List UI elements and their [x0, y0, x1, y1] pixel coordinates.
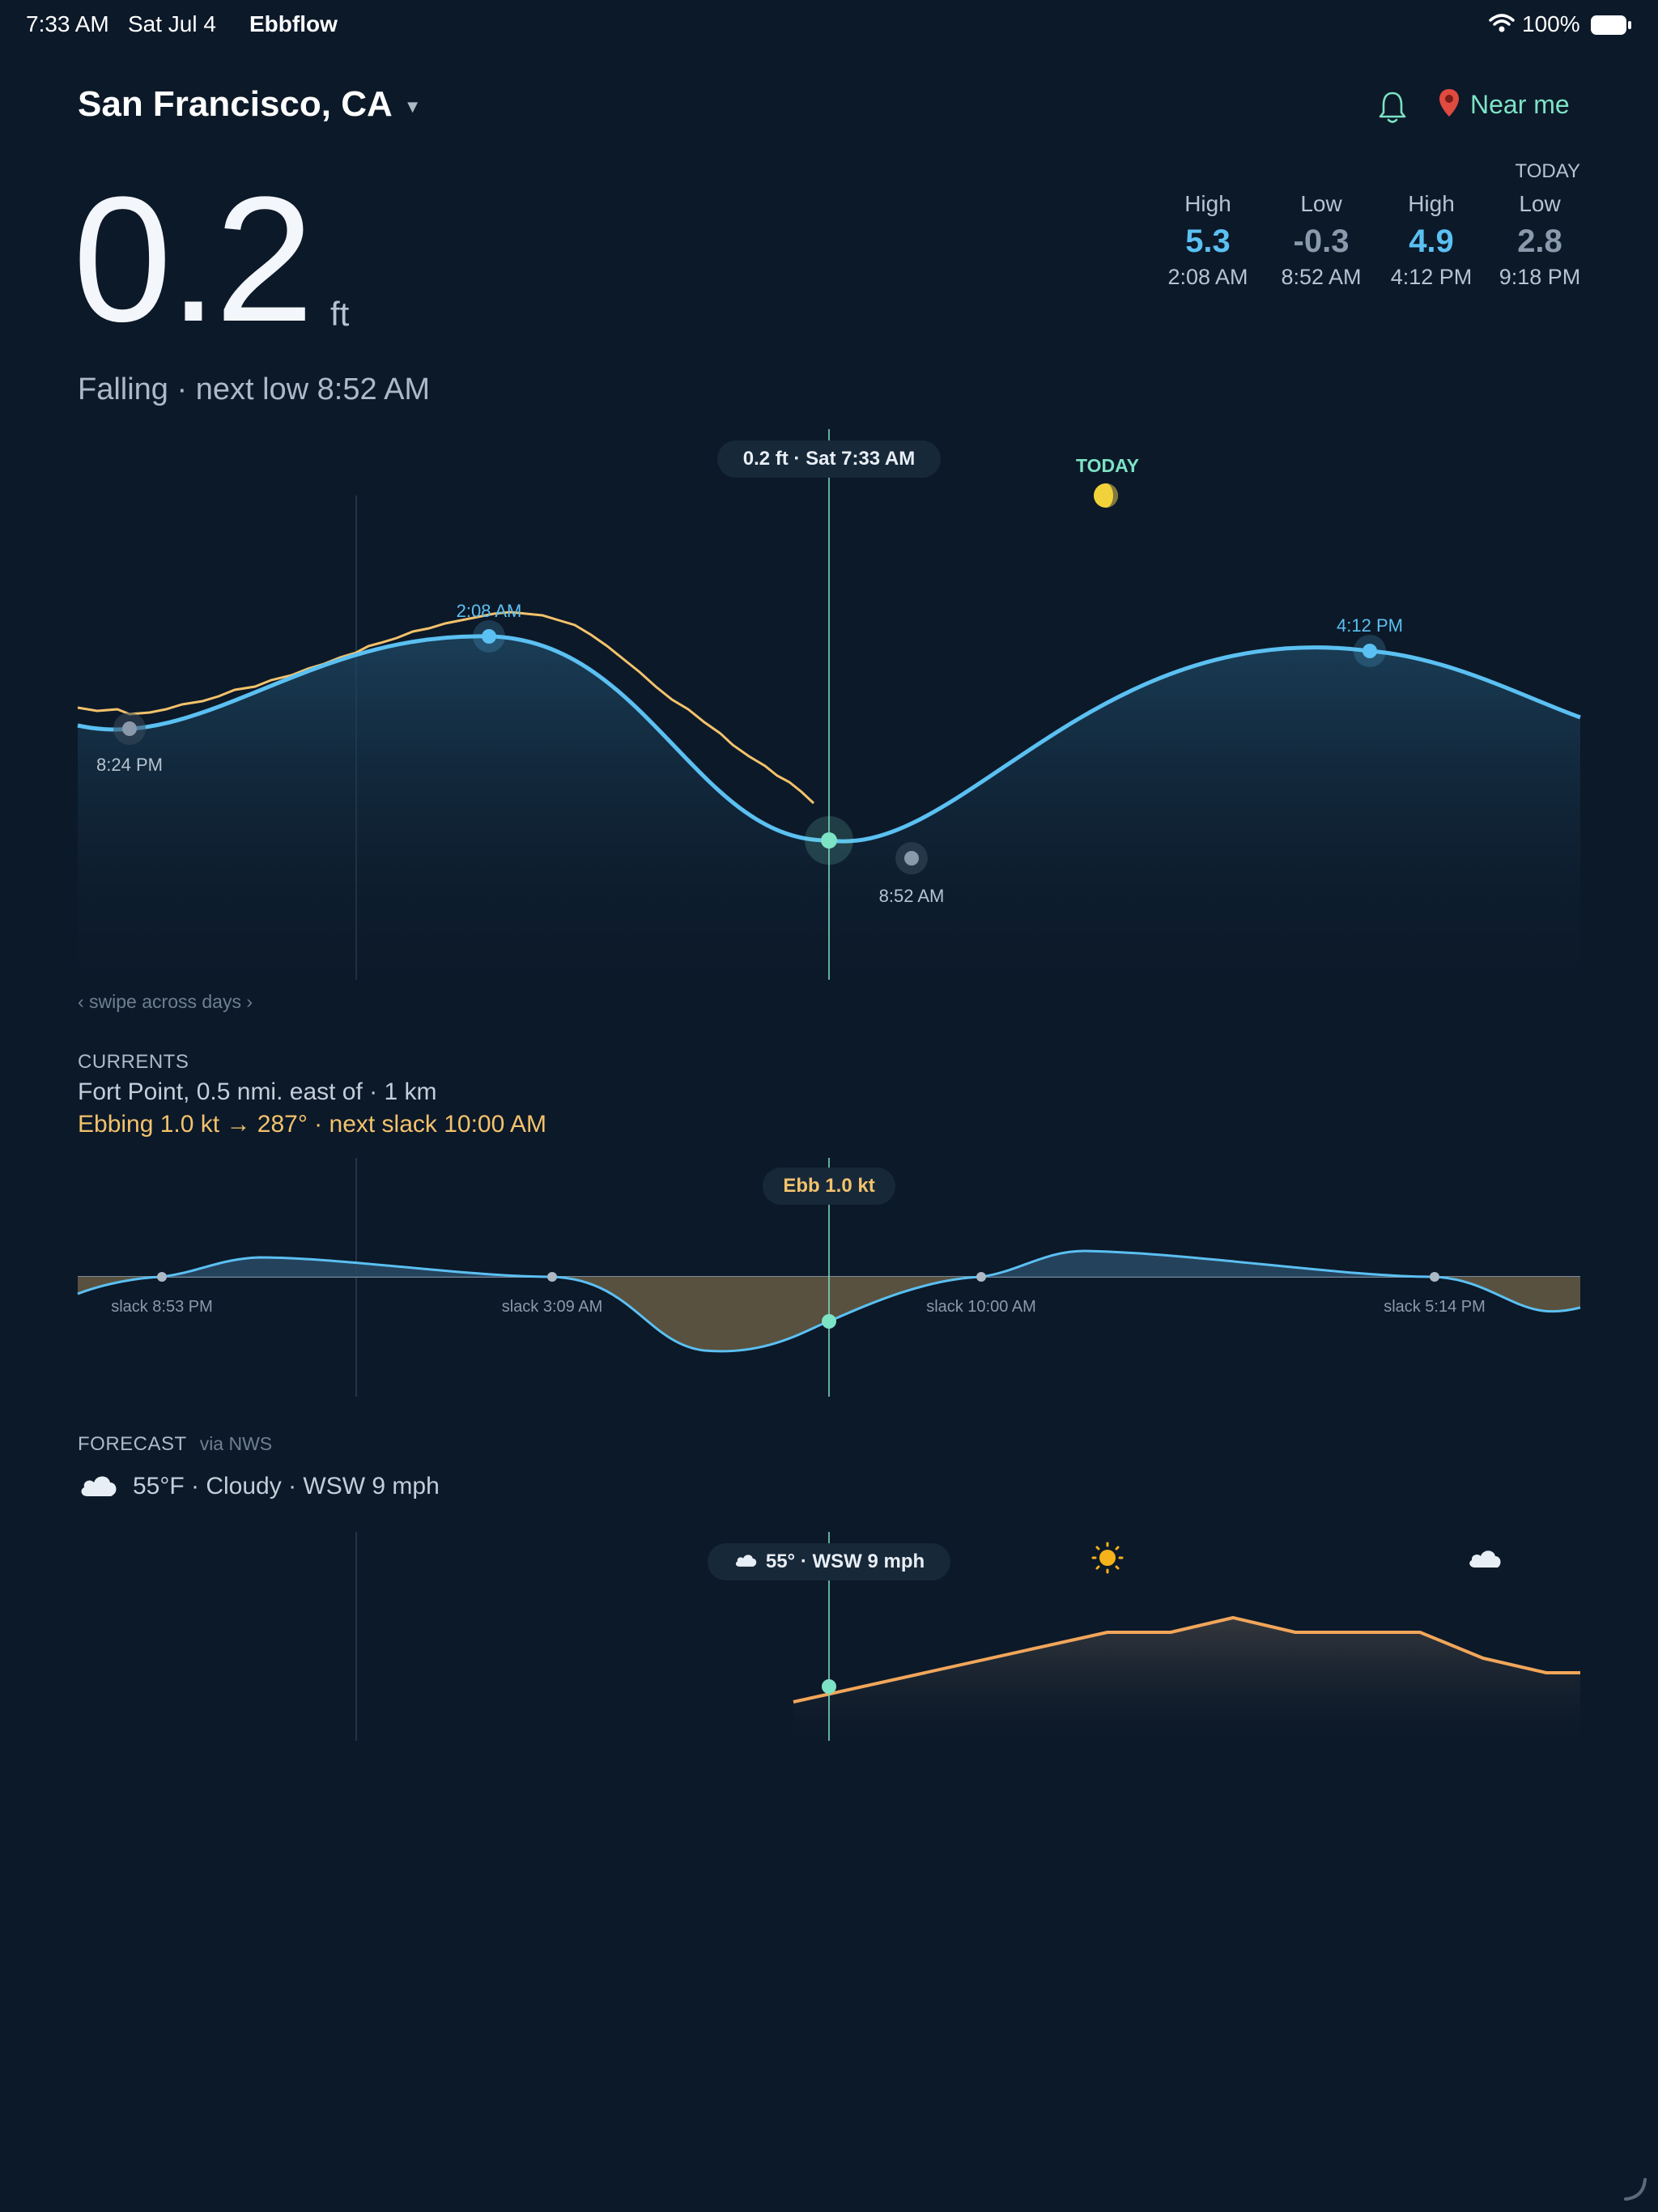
label-low-evening: 8:24 PM — [96, 755, 163, 775]
moon-icon — [1094, 483, 1118, 508]
forecast-chart[interactable] — [0, 1522, 1658, 1757]
ebb-area-2 — [1435, 1277, 1580, 1312]
slack-label: slack 8:53 PM — [111, 1298, 213, 1316]
slack-label: slack 3:09 AM — [502, 1298, 603, 1316]
extreme-kind: High — [1408, 191, 1455, 216]
near-me-label: Near me — [1470, 90, 1570, 119]
slack-point[interactable] — [976, 1272, 986, 1282]
forecast-source: via NWS — [199, 1433, 273, 1454]
location-selector[interactable]: San Francisco, CA ▼ — [78, 84, 422, 125]
extreme-time: 2:08 AM — [1167, 265, 1248, 289]
status-time: 7:33 AM — [26, 11, 109, 36]
extreme-time: 9:18 PM — [1499, 265, 1581, 289]
label-high-1: 2:08 AM — [457, 601, 522, 621]
sun-icon — [1091, 1542, 1124, 1574]
currents-chart[interactable]: slack 8:53 PM slack 3:09 AM slack 10:00 … — [0, 1150, 1658, 1409]
tide-tooltip: 0.2 ft · Sat 7:33 AM — [717, 440, 941, 478]
ebb-area-0 — [78, 1277, 162, 1294]
currents-label: CURRENTS — [78, 1051, 189, 1073]
pin-icon — [1438, 87, 1460, 122]
extreme-high-2: High 4.9 4:12 PM — [1379, 191, 1484, 290]
cloud-icon — [733, 1543, 758, 1580]
high-1-point[interactable] — [482, 629, 496, 644]
wifi-icon — [1488, 11, 1516, 36]
extreme-low-2: Low 2.8 9:18 PM — [1487, 191, 1592, 290]
extreme-kind: Low — [1300, 191, 1342, 216]
resize-handle[interactable] — [1622, 2176, 1648, 2202]
swipe-hint[interactable]: ‹ swipe across days › — [78, 991, 253, 1012]
temperature-area — [793, 1618, 1580, 1741]
cloud-icon — [78, 1470, 118, 1502]
low-evening-point[interactable] — [122, 721, 137, 736]
battery-icon — [1590, 15, 1632, 36]
day-label: TODAY — [1076, 455, 1139, 476]
extreme-time: 4:12 PM — [1390, 265, 1473, 289]
near-me-button[interactable]: Near me — [1438, 87, 1570, 122]
forecast-now-point[interactable] — [822, 1679, 836, 1694]
extreme-value: 5.3 — [1185, 223, 1231, 259]
temperature-line — [793, 1616, 1580, 1704]
battery-percent: 100% — [1522, 11, 1580, 36]
extreme-high-1: High 5.3 2:08 AM — [1155, 191, 1261, 290]
forecast-header: FORECAST via NWS — [78, 1433, 272, 1456]
now-point[interactable] — [821, 832, 837, 849]
forecast-summary-row[interactable]: 55°F · Cloudy · WSW 9 mph — [78, 1470, 440, 1502]
extreme-value: 2.8 — [1517, 223, 1562, 259]
currents-status: Ebbing 1.0 kt → 287° · next slack 10:00 … — [78, 1111, 546, 1138]
current-tooltip: Ebb 1.0 kt — [763, 1168, 895, 1205]
location-name: San Francisco, CA — [78, 84, 393, 124]
app-name: Ebbflow — [249, 11, 338, 36]
bell-icon[interactable] — [1376, 89, 1409, 125]
forecast-tooltip: 55° · WSW 9 mph — [708, 1543, 950, 1580]
extreme-time: 8:52 AM — [1281, 265, 1362, 289]
slack-point[interactable] — [547, 1272, 557, 1282]
tide-trend: Falling · next low 8:52 AM — [78, 372, 431, 406]
observed-tide-line — [77, 610, 815, 805]
extreme-value: 4.9 — [1409, 223, 1454, 259]
label-low-1: 8:52 AM — [879, 886, 945, 906]
extreme-value: -0.3 — [1293, 223, 1350, 259]
cloud-icon — [1469, 1551, 1501, 1568]
slack-point[interactable] — [1430, 1272, 1439, 1282]
tide-chart[interactable]: 8:24 PM 2:08 AM 8:52 AM 4:12 PM TODAY — [0, 421, 1658, 988]
slack-point[interactable] — [157, 1272, 167, 1282]
chevron-down-icon: ▼ — [403, 96, 422, 117]
forecast-label: FORECAST — [78, 1433, 187, 1455]
low-1-point[interactable] — [904, 851, 919, 866]
ebb-area-1 — [552, 1277, 981, 1351]
extreme-kind: Low — [1519, 191, 1561, 216]
height-unit: ft — [330, 295, 350, 333]
extreme-kind: High — [1184, 191, 1231, 216]
current-height: 0.2 — [73, 160, 314, 359]
extreme-low-1: Low -0.3 8:52 AM — [1269, 191, 1374, 290]
currents-station[interactable]: Fort Point, 0.5 nmi. east of · 1 km — [78, 1078, 437, 1105]
high-2-point[interactable] — [1363, 644, 1377, 658]
tide-area — [78, 636, 1580, 980]
today-label: TODAY — [1515, 160, 1580, 182]
current-now-point[interactable] — [822, 1314, 836, 1329]
slack-label: slack 5:14 PM — [1384, 1298, 1486, 1316]
forecast-tooltip-text: 55° · WSW 9 mph — [765, 1551, 925, 1572]
label-high-2: 4:12 PM — [1337, 615, 1403, 636]
status-date: Sat Jul 4 — [128, 11, 216, 36]
slack-label: slack 10:00 AM — [926, 1298, 1036, 1316]
forecast-summary: 55°F · Cloudy · WSW 9 mph — [133, 1472, 440, 1499]
